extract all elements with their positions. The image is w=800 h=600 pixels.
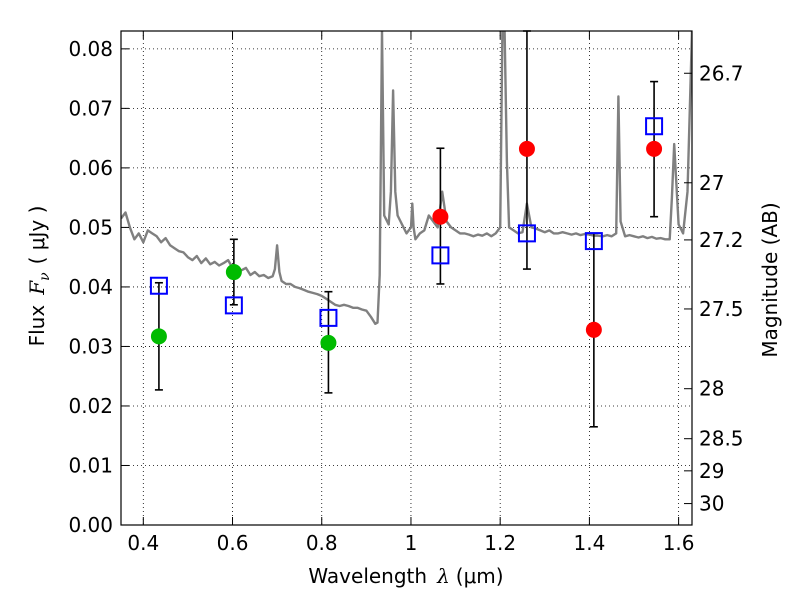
plot-frame — [120, 30, 693, 526]
x-axis-title-unit: (μm) — [456, 564, 504, 588]
y-tick-label: 0.00 — [68, 513, 113, 537]
x-axis-title-symbol: λ — [436, 564, 450, 588]
x-tick-label: 0.4 — [127, 531, 159, 555]
data-point-square — [149, 276, 168, 295]
tick-labels: 0.4 0.6 0.8 1 1.2 1.4 1.6 0.00 0.01 0.02 0.03 0.04 0… — [68, 37, 743, 555]
axes — [120, 30, 693, 526]
x-tick-label: 0.6 — [217, 531, 249, 555]
y-axis-title-subscript: ν — [37, 272, 53, 281]
data-point-circle — [150, 328, 167, 345]
y2-tick-label: 26.7 — [699, 61, 744, 85]
data-markers — [149, 117, 664, 351]
x-tick-label: 1.6 — [663, 531, 695, 555]
data-point-circle — [225, 264, 242, 281]
y-axis-title: Flux Fν ( μJy ) — [25, 206, 53, 347]
y-axis-title-symbol: F — [25, 280, 49, 296]
y-tick-label: 0.05 — [68, 215, 113, 239]
data-point-circle — [432, 208, 449, 225]
y2-tick-label: 27.5 — [699, 297, 744, 321]
y-tick-label: 0.08 — [68, 37, 113, 61]
y2-tick-label: 27 — [699, 171, 724, 195]
data-point-square — [645, 117, 664, 136]
y2-tick-label: 30 — [699, 492, 724, 516]
y2-tick-label: 28 — [699, 377, 724, 401]
y-axis-title-prefix: Flux — [25, 305, 49, 347]
y-tick-label: 0.06 — [68, 156, 113, 180]
x-tick-label: 1 — [405, 531, 418, 555]
x-tick-label: 0.8 — [306, 531, 338, 555]
x-tick-label: 1.2 — [484, 531, 516, 555]
data-point-square — [517, 224, 536, 243]
y-tick-label: 0.01 — [68, 453, 113, 477]
data-point-circle — [320, 334, 337, 351]
y2-axis-title: Magnitude (AB) — [758, 202, 782, 357]
y-tick-label: 0.07 — [68, 96, 113, 120]
x-axis-title: Wavelength λ (μm) — [308, 564, 503, 588]
y-axis-title-unit: ( μJy ) — [25, 206, 49, 265]
model-spectrum-line — [121, 31, 692, 325]
y2-tick-label: 27.2 — [699, 228, 744, 252]
data-point-circle — [646, 140, 663, 157]
model-spectrum — [121, 31, 692, 325]
data-point-square — [319, 308, 338, 327]
y-tick-label: 0.04 — [68, 275, 113, 299]
x-tick-label: 1.4 — [573, 531, 605, 555]
data-point-square — [584, 232, 603, 251]
data-point-circle — [585, 321, 602, 338]
data-point-square — [224, 296, 243, 315]
y-tick-label: 0.02 — [68, 394, 113, 418]
y-tick-label: 0.03 — [68, 334, 113, 358]
data-point-square — [431, 246, 450, 265]
x-axis-title-prefix: Wavelength — [308, 564, 427, 588]
data-point-circle — [518, 140, 535, 157]
y2-tick-label: 28.5 — [699, 427, 744, 451]
y2-tick-label: 29 — [699, 459, 724, 483]
